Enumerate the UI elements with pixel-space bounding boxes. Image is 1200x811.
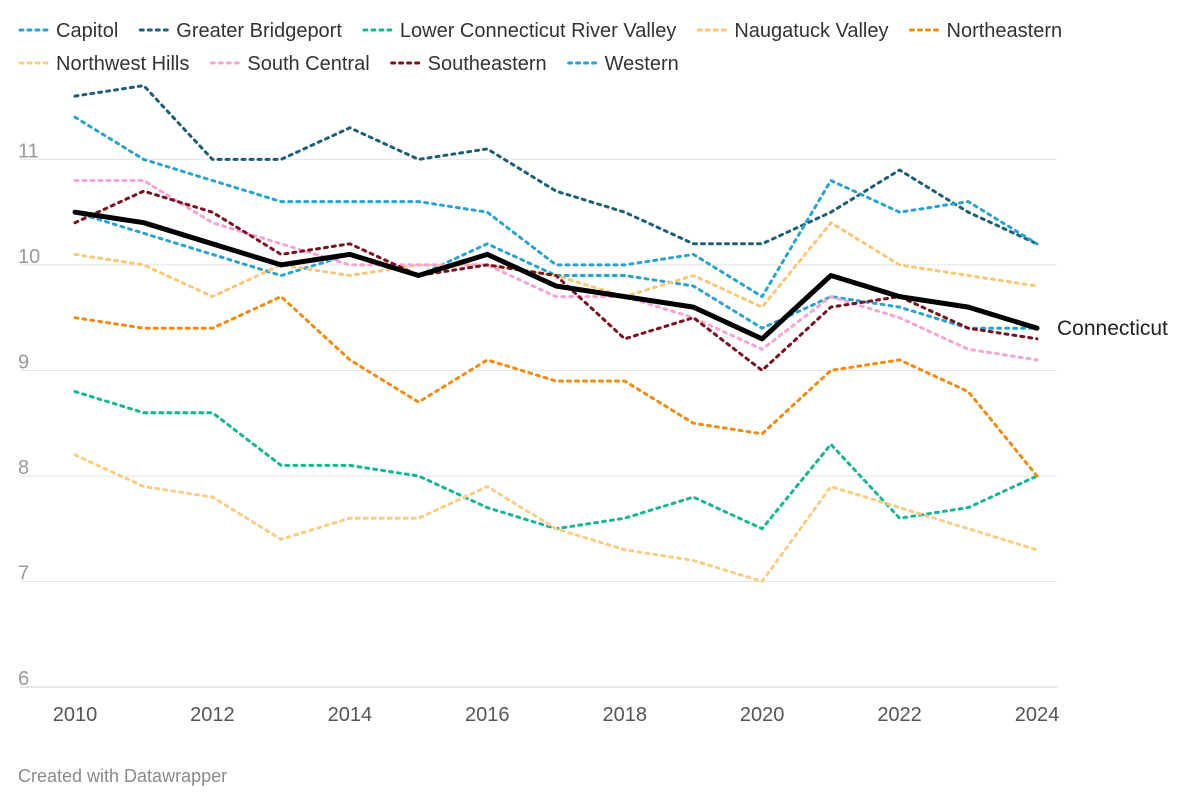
x-tick-label: 2022: [877, 704, 922, 726]
legend: Capitol Greater Bridgeport Lower Connectic…: [18, 20, 1063, 75]
legend-label: South Central: [247, 53, 369, 75]
legend-item-greater-bridgeport: Greater Bridgeport: [138, 20, 342, 42]
y-tick-label: 6: [18, 668, 29, 690]
legend-label: Naugatuck Valley: [734, 20, 888, 42]
y-tick-label: 9: [18, 351, 29, 373]
y-tick-label: 10: [18, 246, 40, 268]
legend-item-capitol: Capitol: [18, 20, 118, 42]
x-tick-label: 2010: [53, 704, 98, 726]
y-tick-label: 8: [18, 457, 29, 479]
legend-label: Northwest Hills: [56, 53, 189, 75]
y-tick-label: 7: [18, 562, 29, 584]
legend-label: Northeastern: [947, 20, 1063, 42]
x-tick-label: 2016: [465, 704, 510, 726]
legend-label: Greater Bridgeport: [176, 20, 342, 42]
connecticut-end-label: Connecticut: [1057, 317, 1168, 340]
gridlines: [20, 158, 1057, 688]
series-line-lower-connecticut-river-valley: [73, 390, 1039, 531]
series-line-western: [73, 115, 1039, 299]
legend-item-naugatuck-valley: Naugatuck Valley: [696, 20, 889, 42]
series-line-south-central: [73, 179, 1039, 362]
legend-item-south-central: South Central: [209, 53, 370, 75]
series-line-greater-bridgeport: [73, 84, 1039, 246]
y-axis-ticks: 6 7 8 9 10 11: [18, 140, 40, 690]
legend-label: Western: [605, 53, 679, 75]
legend-item-lower-connecticut-river-valley: Lower Connecticut River Valley: [362, 20, 676, 42]
series-line-southeastern: [73, 189, 1039, 372]
x-tick-label: 2024: [1015, 704, 1060, 726]
legend-item-northeastern: Northeastern: [909, 20, 1063, 42]
legend-label: Capitol: [56, 20, 118, 42]
x-tick-label: 2018: [602, 704, 647, 726]
series-line-capitol: [73, 210, 1039, 330]
legend-label: Southeastern: [428, 53, 547, 75]
series-lines: Connecticut: [72, 84, 1168, 583]
legend-item-northwest-hills: Northwest Hills: [18, 53, 189, 75]
x-tick-label: 2020: [740, 704, 785, 726]
series-line-northwest-hills: [73, 453, 1039, 583]
legend-item-western: Western: [567, 53, 679, 75]
series-line-connecticut: [72, 209, 1040, 342]
y-tick-label: 11: [18, 140, 39, 162]
x-axis-ticks: 2010 2012 2014 2016 2018 2020 2022 2024: [53, 704, 1060, 726]
x-tick-label: 2012: [190, 704, 235, 726]
credit-text: Created with Datawrapper: [18, 766, 227, 786]
x-tick-label: 2014: [328, 704, 373, 726]
legend-item-southeastern: Southeastern: [390, 53, 547, 75]
series-line-northeastern: [73, 295, 1039, 478]
legend-label: Lower Connecticut River Valley: [400, 20, 676, 42]
